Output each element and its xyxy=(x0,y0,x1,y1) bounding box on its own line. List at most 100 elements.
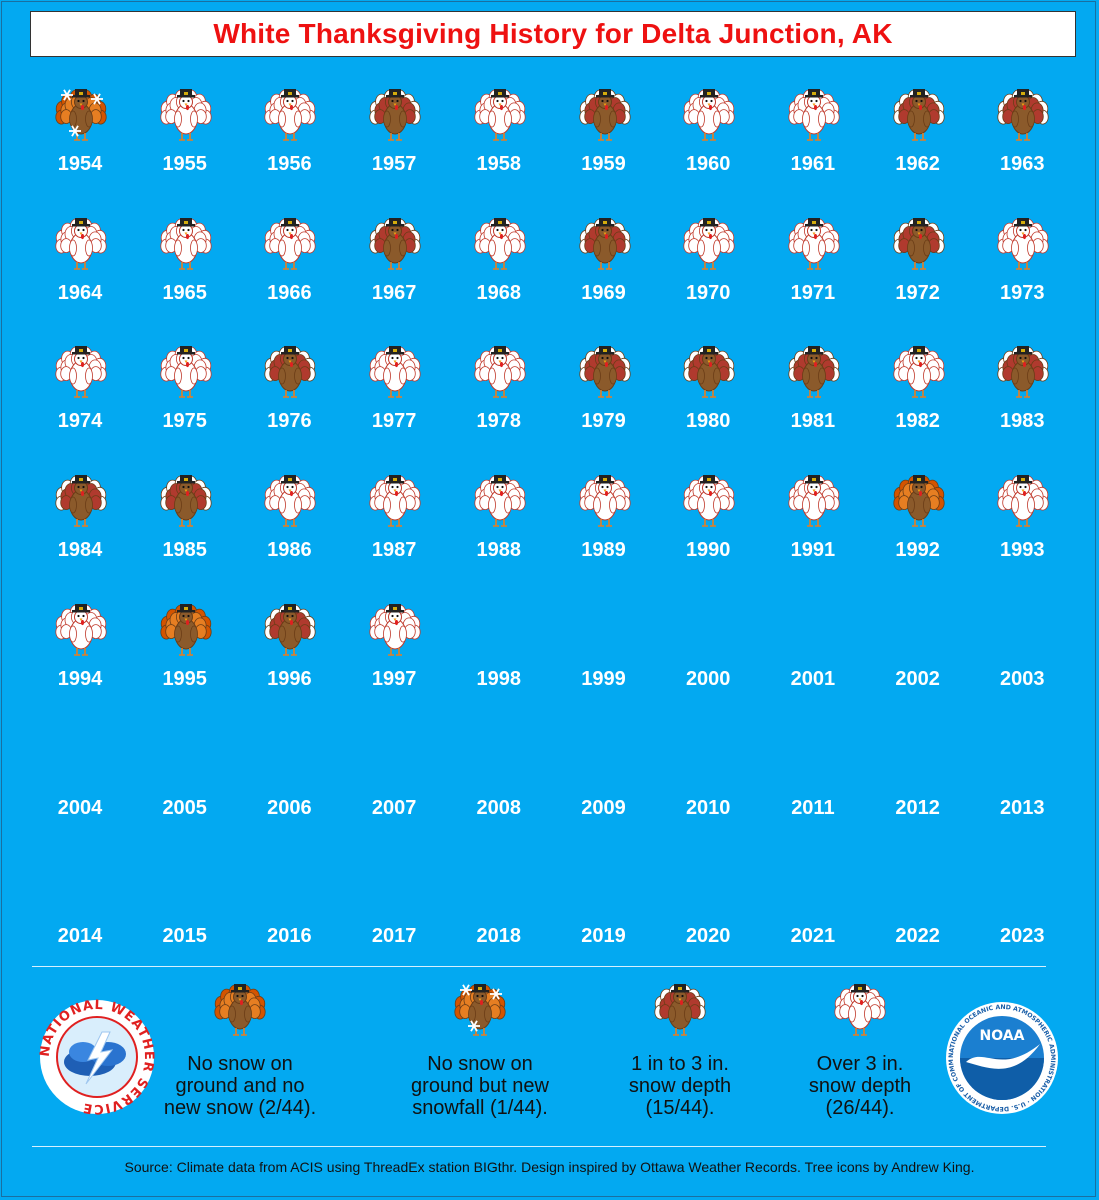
year-cell: 1968 xyxy=(447,202,551,322)
year-label: 2013 xyxy=(1000,796,1045,819)
legend-label: 1 in to 3 in. snow depth (15/44). xyxy=(628,1053,732,1119)
turkey-icon xyxy=(683,342,735,404)
turkey-icon xyxy=(369,85,421,147)
turkey-icon xyxy=(788,471,840,533)
year-cell: 1997 xyxy=(342,588,446,708)
year-label: 2012 xyxy=(895,796,940,819)
turkey-icon xyxy=(369,600,421,662)
year-label: 2007 xyxy=(371,796,417,819)
year-label: 2003 xyxy=(1000,667,1045,690)
turkey-icon xyxy=(160,600,212,662)
year-cell: 2020 xyxy=(656,845,760,965)
year-label: 1958 xyxy=(476,153,522,175)
turkey-icon xyxy=(55,85,107,147)
year-cell: 1961 xyxy=(761,73,865,193)
year-cell: 1970 xyxy=(656,202,760,322)
year-cell: 2016 xyxy=(237,845,341,965)
year-label: 1959 xyxy=(581,153,626,175)
year-cell: 2002 xyxy=(866,588,970,708)
legend-item: 1 in to 3 in. snow depth (15/44). xyxy=(600,980,760,1119)
turkey-icon xyxy=(997,85,1049,147)
year-cell: 2017 xyxy=(342,845,446,965)
year-label: 1999 xyxy=(581,667,626,690)
year-cell: 1996 xyxy=(237,588,341,708)
year-cell: 1984 xyxy=(28,459,132,579)
year-cell: 1964 xyxy=(28,202,132,322)
year-label: 2001 xyxy=(790,667,836,690)
turkey-icon xyxy=(683,214,735,276)
year-cell: 2018 xyxy=(447,845,551,965)
year-label: 1973 xyxy=(1000,281,1045,304)
year-cell: 2011 xyxy=(761,717,865,837)
year-cell: 1960 xyxy=(656,73,760,193)
year-cell: 1971 xyxy=(761,202,865,322)
turkey-icon xyxy=(892,471,945,533)
year-cell: 2008 xyxy=(447,717,551,837)
year-cell: 2005 xyxy=(133,717,237,837)
turkey-icon xyxy=(474,471,526,533)
year-cell: 2013 xyxy=(970,717,1074,837)
year-label: 2020 xyxy=(685,925,731,948)
year-cell: 1985 xyxy=(133,459,237,579)
legend-item: No snow on ground but new snowfall (1/44… xyxy=(380,980,580,1119)
year-label: 1982 xyxy=(895,410,940,433)
year-cell: 2012 xyxy=(866,717,970,837)
year-label: 2023 xyxy=(1000,925,1045,948)
year-cell: 1993 xyxy=(970,459,1074,579)
year-label: 1975 xyxy=(162,410,207,433)
year-label: 2006 xyxy=(267,796,312,819)
year-label: 1997 xyxy=(371,667,417,690)
year-cell: 2023 xyxy=(970,845,1074,965)
year-label: 2010 xyxy=(685,796,731,819)
year-cell: 1982 xyxy=(866,330,970,450)
year-label: 1983 xyxy=(1000,410,1045,433)
year-cell: 1963 xyxy=(970,73,1074,193)
year-cell: 1955 xyxy=(133,73,237,193)
turkey-icon xyxy=(788,342,840,404)
year-label: 1980 xyxy=(685,410,731,433)
year-label: 1966 xyxy=(267,281,312,304)
year-label: 1985 xyxy=(162,539,207,562)
divider-top xyxy=(32,966,1046,967)
title-box: White Thanksgiving History for Delta Jun… xyxy=(30,11,1076,57)
year-label: 1955 xyxy=(162,153,207,175)
year-cell: 1978 xyxy=(447,330,551,450)
year-cell: 1975 xyxy=(133,330,237,450)
chart-title: White Thanksgiving History for Delta Jun… xyxy=(213,18,893,49)
year-cell: 2004 xyxy=(28,717,132,837)
year-cell: 2022 xyxy=(866,845,970,965)
year-cell: 1995 xyxy=(133,588,237,708)
year-label: 1965 xyxy=(162,281,207,304)
turkey-icon xyxy=(780,980,940,1047)
turkey-icon xyxy=(264,214,316,276)
year-label: 1968 xyxy=(476,281,522,304)
year-cell: 2001 xyxy=(761,588,865,708)
divider-bottom xyxy=(32,1146,1046,1147)
year-label: 1970 xyxy=(685,281,731,304)
year-label: 1957 xyxy=(371,153,417,175)
year-label: 2015 xyxy=(162,925,207,948)
turkey-icon xyxy=(369,214,421,276)
year-cell: 1967 xyxy=(342,202,446,322)
svg-text:NOAA: NOAA xyxy=(980,1028,1025,1044)
turkey-icon xyxy=(683,85,735,147)
year-label: 2009 xyxy=(581,796,626,819)
year-cell: 1972 xyxy=(866,202,970,322)
year-label: 1998 xyxy=(476,667,522,690)
year-label: 1972 xyxy=(895,281,940,304)
turkey-icon xyxy=(578,471,631,533)
turkey-icon xyxy=(892,342,945,404)
turkey-icon xyxy=(264,471,316,533)
year-cell: 1956 xyxy=(237,73,341,193)
year-label: 2011 xyxy=(791,796,835,819)
year-cell: 1979 xyxy=(552,330,656,450)
turkey-icon xyxy=(788,214,840,276)
year-label: 1956 xyxy=(267,153,312,175)
year-cell: 1958 xyxy=(447,73,551,193)
year-cell: 2010 xyxy=(656,717,760,837)
year-cell: 1977 xyxy=(342,330,446,450)
year-label: 1963 xyxy=(1000,153,1045,175)
turkey-icon xyxy=(55,214,107,276)
year-cell: 1966 xyxy=(237,202,341,322)
year-label: 2005 xyxy=(162,796,207,819)
